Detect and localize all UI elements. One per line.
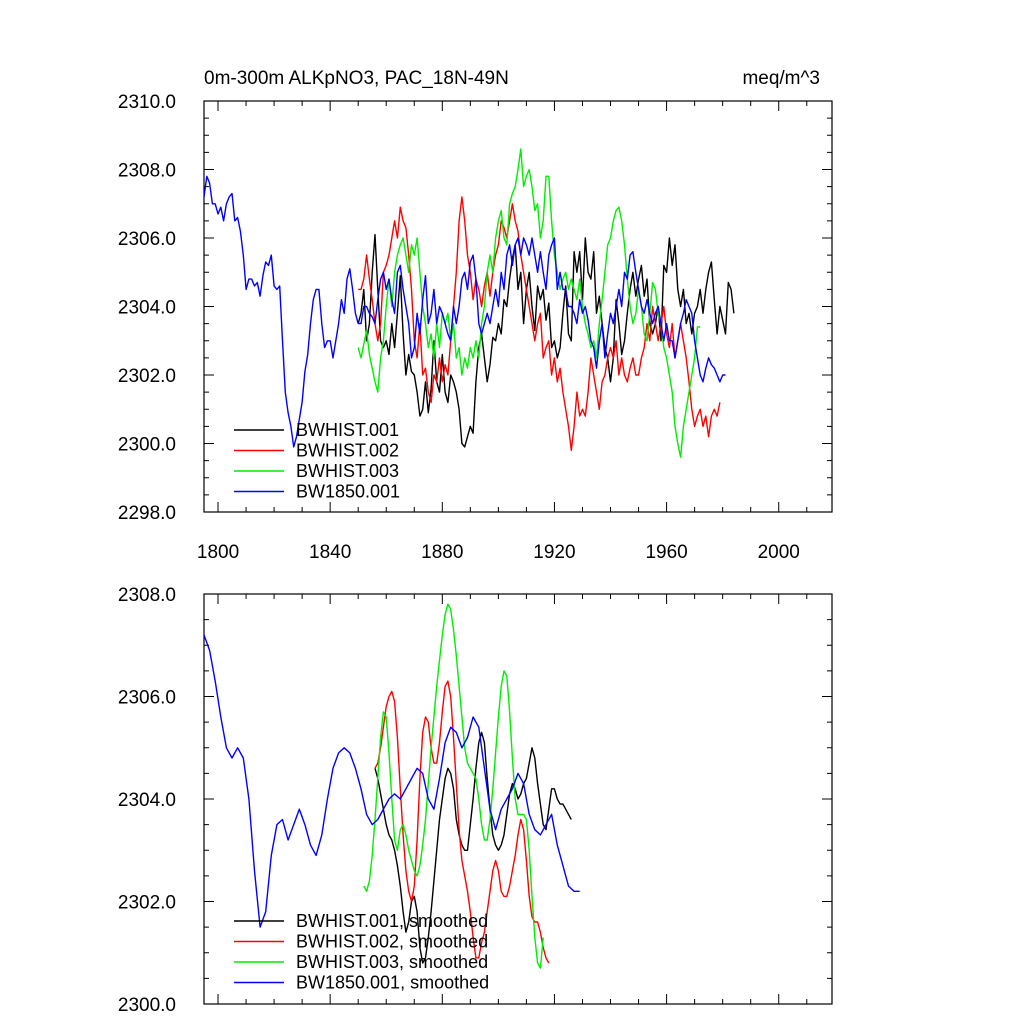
series-line xyxy=(357,148,701,458)
x-tick-label: 1960 xyxy=(645,542,687,563)
legend-label: BWHIST.002, smoothed xyxy=(296,932,488,952)
y-tick-label: 2304.0 xyxy=(118,298,176,319)
plot-title: 0m-300m ALKpNO3, PAC_18N-49N xyxy=(204,68,509,89)
series-line xyxy=(358,196,721,451)
legend-label: BWHIST.003 xyxy=(296,461,399,481)
y-tick-label: 2300.0 xyxy=(118,995,176,1016)
y-tick-label: 2300.0 xyxy=(118,435,176,456)
y-tick-label: 2308.0 xyxy=(118,585,176,606)
y-tick-label: 2304.0 xyxy=(118,790,176,811)
y-tick-label: 2302.0 xyxy=(118,893,176,914)
series-line xyxy=(357,233,735,448)
legend-label: BW1850.001 xyxy=(296,482,400,502)
x-tick-label: 1800 xyxy=(197,542,239,563)
x-tick-label: 1920 xyxy=(533,542,575,563)
panel-bottom: 2300.0 2302.0 2304.0 2306.0 2308.0 BWHIST.001… xyxy=(118,585,833,1016)
y-tick-label: 2298.0 xyxy=(118,503,176,524)
x-tick-label: 2000 xyxy=(758,542,800,563)
panel-top: 1800 1840 1880 1920 1960 2000 2298.0 2300.0 2302… xyxy=(118,92,833,563)
y-tick-label: 2306.0 xyxy=(118,229,176,250)
y-tick-label: 2306.0 xyxy=(118,688,176,709)
y-tick-label: 2302.0 xyxy=(118,366,176,387)
legend-label: BWHIST.003, smoothed xyxy=(296,952,488,972)
x-tick-label: 1880 xyxy=(421,542,463,563)
legend-label: BWHIST.001 xyxy=(296,420,399,440)
units-label: meq/m^3 xyxy=(742,68,820,89)
series-line xyxy=(374,731,572,964)
legend-label: BWHIST.001, smoothed xyxy=(296,911,488,931)
series-line xyxy=(204,634,580,928)
x-tick-label: 1840 xyxy=(309,542,351,563)
series-line xyxy=(374,680,550,964)
y-tick-label: 2310.0 xyxy=(118,92,176,113)
series-line xyxy=(363,603,544,969)
legend-label: BW1850.001, smoothed xyxy=(296,973,489,993)
legend-label: BWHIST.002 xyxy=(296,441,399,461)
y-tick-label: 2308.0 xyxy=(118,161,176,182)
series-layer xyxy=(204,603,580,969)
series-line xyxy=(204,175,726,448)
series-layer xyxy=(204,148,735,458)
